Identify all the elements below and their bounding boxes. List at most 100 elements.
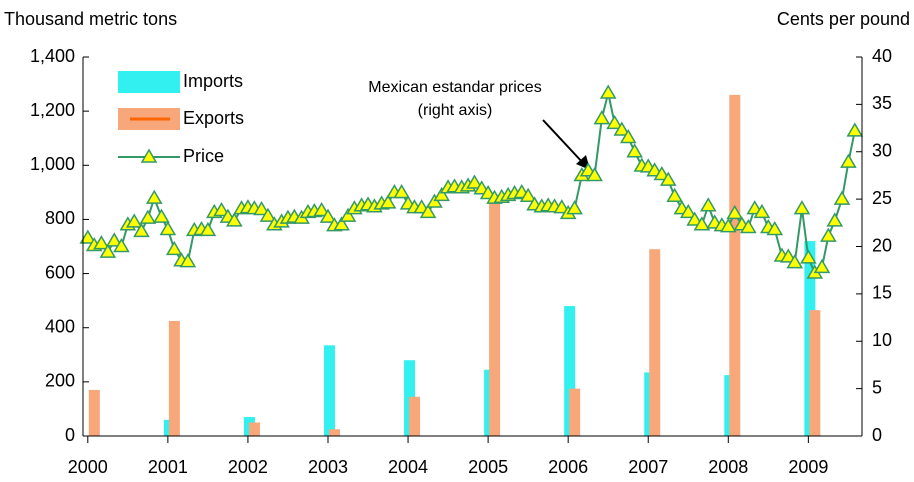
- bar: [323, 345, 335, 436]
- price-marker: [179, 253, 197, 268]
- price-marker: [726, 204, 744, 220]
- price-marker: [333, 216, 350, 231]
- bar: [248, 422, 260, 436]
- x-tick-label: 2003: [308, 457, 348, 477]
- price-marker: [593, 110, 611, 125]
- price-marker: [606, 114, 623, 130]
- x-tick-label: 2004: [388, 457, 428, 477]
- y2-axis-title: Cents per pound: [777, 9, 910, 29]
- price-marker: [419, 203, 437, 219]
- price-marker: [619, 129, 637, 144]
- price-marker: [339, 207, 357, 222]
- price-marker: [679, 203, 697, 219]
- annotation: (right axis): [418, 102, 493, 119]
- x-tick-label: 2009: [788, 457, 828, 477]
- bar: [409, 396, 421, 436]
- price-marker: [139, 209, 157, 224]
- bar: [328, 429, 340, 436]
- y2-tick-label: 25: [872, 188, 892, 208]
- legend-label: Exports: [183, 108, 244, 128]
- price-marker: [766, 220, 784, 236]
- price-marker: [105, 232, 123, 247]
- price-marker: [145, 189, 163, 204]
- annotation: Mexican estandar prices: [368, 79, 541, 96]
- price-marker: [99, 243, 117, 258]
- y-tick-label: 800: [45, 208, 75, 228]
- price-marker: [153, 208, 170, 223]
- y2-tick-label: 5: [872, 377, 882, 397]
- price-marker: [253, 201, 270, 216]
- bar: [809, 310, 821, 436]
- price-marker: [613, 121, 631, 136]
- y2-tick-label: 0: [872, 425, 882, 445]
- y-axis-title: Thousand metric tons: [4, 9, 177, 29]
- y-tick-label: 600: [45, 262, 75, 282]
- x-tick-label: 2000: [68, 457, 108, 477]
- x-tick-label: 2005: [468, 457, 508, 477]
- price-marker: [693, 216, 711, 231]
- x-tick-label: 2002: [228, 457, 268, 477]
- y2-tick-label: 35: [872, 93, 892, 113]
- x-tick-label: 2007: [628, 457, 668, 477]
- price-marker: [599, 84, 617, 99]
- price-marker: [666, 187, 683, 203]
- legend-label: Imports: [183, 71, 243, 91]
- price-marker: [780, 248, 797, 263]
- price-marker: [199, 221, 217, 237]
- bar: [729, 94, 741, 437]
- legend-label: Price: [183, 146, 224, 166]
- price-marker: [793, 200, 811, 215]
- price-marker: [213, 202, 230, 217]
- price-marker: [259, 207, 277, 222]
- price-marker: [820, 227, 837, 242]
- price-marker: [719, 218, 737, 233]
- price-marker: [226, 212, 243, 227]
- price-marker: [846, 122, 864, 137]
- y-tick-label: 1,200: [30, 100, 75, 120]
- y-tick-label: 200: [45, 371, 75, 391]
- price-marker: [566, 200, 583, 215]
- price-marker: [699, 197, 717, 212]
- price-marker: [840, 153, 857, 168]
- y2-tick-label: 40: [872, 46, 892, 66]
- price-marker: [379, 194, 397, 209]
- y-tick-label: 400: [45, 316, 75, 336]
- price-marker: [313, 202, 330, 217]
- price-marker: [833, 190, 851, 205]
- price-marker: [800, 249, 817, 264]
- x-tick-label: 2001: [148, 457, 188, 477]
- bar: [168, 320, 180, 436]
- bar: [564, 306, 576, 436]
- bar: [569, 388, 581, 436]
- y2-tick-label: 10: [872, 330, 892, 350]
- legend-swatch: [118, 71, 180, 93]
- price-marker: [753, 203, 771, 219]
- legend-swatch: [140, 148, 158, 163]
- x-tick-label: 2006: [548, 457, 588, 477]
- price-marker: [519, 187, 537, 203]
- y-tick-label: 0: [65, 425, 75, 445]
- price-marker: [319, 208, 337, 223]
- price-marker: [659, 171, 677, 186]
- price-marker: [93, 235, 110, 250]
- price-marker: [813, 258, 831, 274]
- price-marker: [786, 254, 804, 269]
- y-tick-label: 1,400: [30, 46, 75, 66]
- price-marker: [826, 212, 844, 227]
- price-marker: [466, 174, 483, 189]
- price-marker: [113, 238, 130, 253]
- price-marker: [740, 219, 757, 234]
- y-tick-label: 1,000: [30, 154, 75, 174]
- price-marker: [433, 186, 450, 202]
- bar: [88, 389, 100, 436]
- price-marker: [393, 184, 410, 199]
- price-marker: [125, 213, 143, 228]
- price-marker: [586, 166, 603, 182]
- bar: [649, 249, 661, 436]
- price-marker: [626, 143, 643, 158]
- price-marker: [133, 222, 150, 238]
- price-marker: [553, 199, 571, 214]
- x-tick-label: 2008: [708, 457, 748, 477]
- annotation-arrow: [542, 119, 585, 165]
